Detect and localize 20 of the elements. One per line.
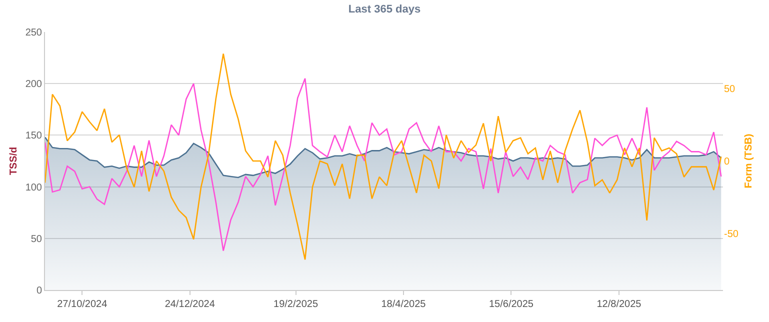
y-axis-title: TSS/d: [8, 146, 20, 176]
x-tick-label: 27/10/2024: [57, 299, 108, 310]
y2-tick-label: 0: [724, 156, 730, 168]
y2-axis-title: Form (TSB): [743, 134, 754, 188]
y-tick-label: 200: [25, 79, 42, 90]
y-tick-label: 100: [25, 182, 42, 194]
y-tick-label: 0: [36, 286, 42, 296]
line-series: [45, 78, 722, 252]
chart-title: Last 365 days: [348, 4, 421, 16]
y-tick-label: 150: [25, 130, 42, 142]
x-tick-label: 15/6/2025: [488, 299, 534, 310]
x-tick-label: 19/2/2025: [274, 299, 318, 310]
line-series: [45, 53, 722, 260]
x-tick-label: 24/12/2024: [164, 299, 216, 310]
y2-tick-label: 50: [724, 84, 736, 96]
y2-tick-label: -50: [724, 228, 739, 240]
x-tick-label: 18/4/2025: [381, 299, 426, 310]
x-tick-label: 12/8/2025: [596, 299, 642, 310]
y-tick-label: 250: [25, 28, 42, 38]
y-tick-label: 50: [30, 234, 42, 245]
